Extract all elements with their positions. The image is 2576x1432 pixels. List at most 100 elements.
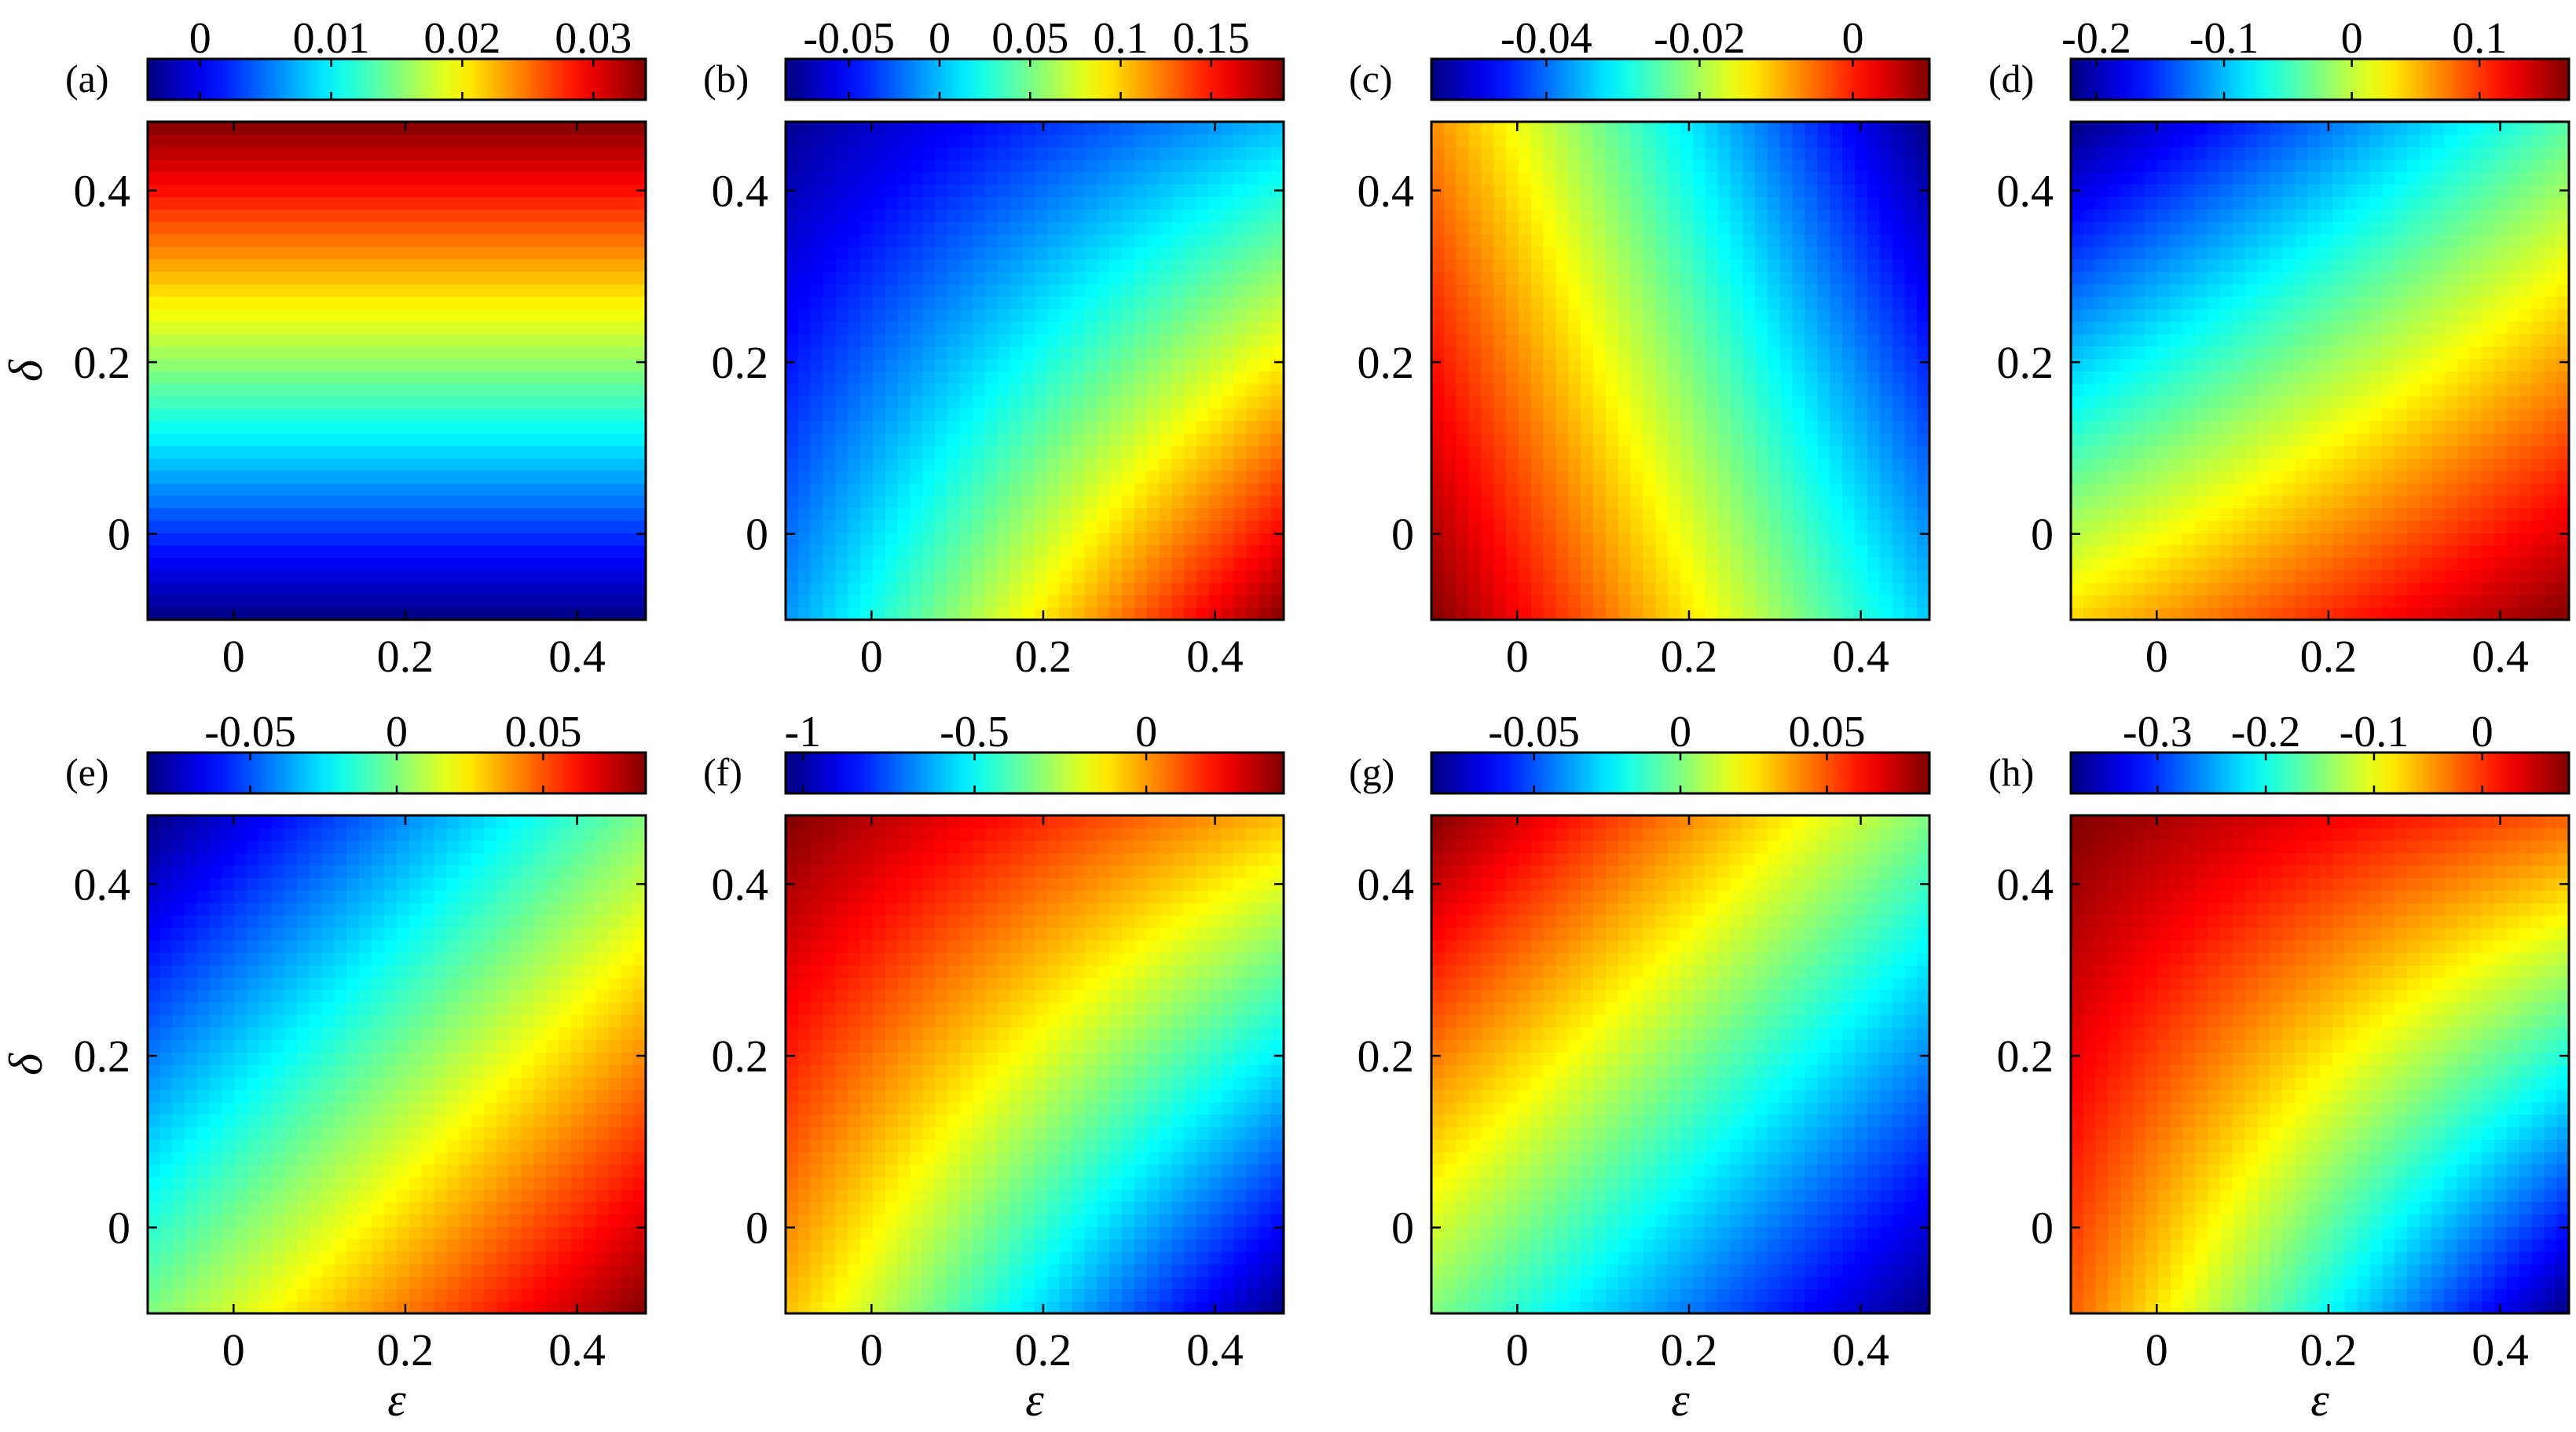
heatmap-cell: [1680, 308, 1694, 322]
heatmap-cell: [334, 544, 348, 559]
heatmap-cell: [1121, 196, 1135, 210]
heatmap-cell: [1717, 470, 1731, 484]
heatmap-cell: [1668, 159, 1681, 173]
heatmap-cell: [621, 171, 634, 185]
heatmap-cell: [1246, 570, 1260, 584]
heatmap-cell: [860, 320, 874, 335]
heatmap-cell: [583, 383, 597, 397]
heatmap-cell: [1655, 295, 1669, 309]
heatmap-cell: [1184, 171, 1197, 185]
heatmap-cell: [1443, 557, 1457, 571]
heatmap-cell: [1456, 134, 1470, 148]
heatmap-cell: [997, 159, 1011, 173]
heatmap-cell: [1817, 196, 1830, 210]
heatmap-cell: [459, 433, 472, 446]
heatmap-cell: [1259, 445, 1272, 459]
heatmap-cell: [922, 295, 936, 309]
heatmap-cell: [1518, 308, 1532, 322]
heatmap-cell: [1854, 433, 1868, 446]
heatmap-cell: [1159, 544, 1173, 559]
heatmap-cell: [1655, 383, 1669, 397]
heatmap-cell: [972, 582, 986, 596]
heatmap-cell: [1468, 271, 1482, 284]
heatmap-cell: [1830, 122, 1843, 135]
heatmap-cell: [210, 295, 223, 309]
heatmap-cell: [583, 607, 597, 621]
heatmap-cell: [234, 544, 248, 559]
heatmap-cell: [810, 395, 824, 409]
heatmap-cell: [1506, 295, 1519, 309]
heatmap-cell: [483, 333, 497, 347]
heatmap-cell: [359, 208, 373, 222]
heatmap-cell: [1134, 295, 1148, 309]
heatmap-cell: [434, 184, 448, 197]
heatmap-cell: [372, 570, 385, 584]
heatmap-cell: [872, 520, 886, 533]
heatmap-cell: [1233, 383, 1248, 397]
heatmap-cell: [1233, 246, 1248, 260]
heatmap-cell: [297, 246, 310, 260]
heatmap-cell: [297, 146, 310, 160]
heatmap-cell: [1705, 482, 1719, 496]
heatmap-cell: [848, 507, 861, 521]
heatmap-cell: [570, 433, 584, 446]
heatmap-cell: [533, 196, 547, 210]
heatmap-cell: [1692, 159, 1706, 173]
heatmap-cell: [521, 221, 535, 235]
heatmap-cell: [1742, 383, 1756, 397]
heatmap-cell: [496, 122, 510, 135]
heatmap-cell: [421, 258, 435, 272]
heatmap-cell: [1035, 146, 1048, 160]
heatmap-cell: [1271, 146, 1284, 160]
heatmap-cell: [1730, 320, 1744, 335]
heatmap-cell: [848, 520, 861, 533]
heatmap-cell: [1208, 595, 1222, 608]
heatmap-cell: [935, 159, 948, 173]
heatmap-cell: [234, 233, 248, 247]
heatmap-cell: [1221, 271, 1235, 284]
heatmap-cell: [247, 134, 261, 148]
heatmap-cell: [1742, 408, 1756, 422]
heatmap-cell: [1109, 395, 1123, 409]
heatmap-cell: [1443, 333, 1457, 347]
heatmap-cell: [1581, 395, 1594, 409]
heatmap-cell: [1543, 258, 1557, 272]
heatmap-cell: [1246, 607, 1260, 621]
heatmap-cell: [210, 582, 223, 596]
heatmap-cell: [1581, 470, 1594, 484]
heatmap-cell: [310, 284, 323, 297]
heatmap-cell: [234, 196, 248, 210]
heatmap-cell: [1035, 495, 1048, 509]
heatmap-cell: [185, 520, 199, 533]
heatmap-cell: [172, 457, 186, 471]
heatmap-cell: [334, 258, 348, 272]
heatmap-cell: [1059, 122, 1073, 135]
heatmap-cell: [1792, 570, 1806, 584]
heatmap-cell: [1468, 346, 1482, 359]
heatmap-cell: [997, 507, 1011, 521]
heatmap-cell: [483, 595, 497, 608]
heatmap-cell: [297, 607, 310, 621]
heatmap-cell: [1530, 420, 1545, 434]
heatmap-cell: [1084, 520, 1098, 533]
heatmap-cell: [297, 358, 310, 372]
heatmap-cell: [608, 358, 622, 372]
heatmap-cell: [1581, 607, 1594, 621]
heatmap-cell: [372, 533, 385, 546]
heatmap-cell: [409, 221, 423, 235]
heatmap-cell: [1022, 146, 1035, 160]
heatmap-cell: [1892, 358, 1906, 372]
heatmap-cell: [1643, 295, 1657, 309]
heatmap-cell: [1109, 246, 1123, 260]
heatmap-cell: [1184, 295, 1197, 309]
heatmap-cell: [1530, 533, 1545, 546]
heatmap-cell: [234, 308, 248, 322]
heatmap-cell: [1456, 284, 1470, 297]
heatmap-cell: [1046, 433, 1061, 446]
heatmap-cell: [1493, 184, 1507, 197]
heatmap-cell: [997, 544, 1011, 559]
heatmap-cell: [1593, 246, 1607, 260]
heatmap-cell: [1593, 457, 1607, 471]
heatmap-cell: [1817, 570, 1830, 584]
heatmap-cell: [823, 159, 837, 173]
